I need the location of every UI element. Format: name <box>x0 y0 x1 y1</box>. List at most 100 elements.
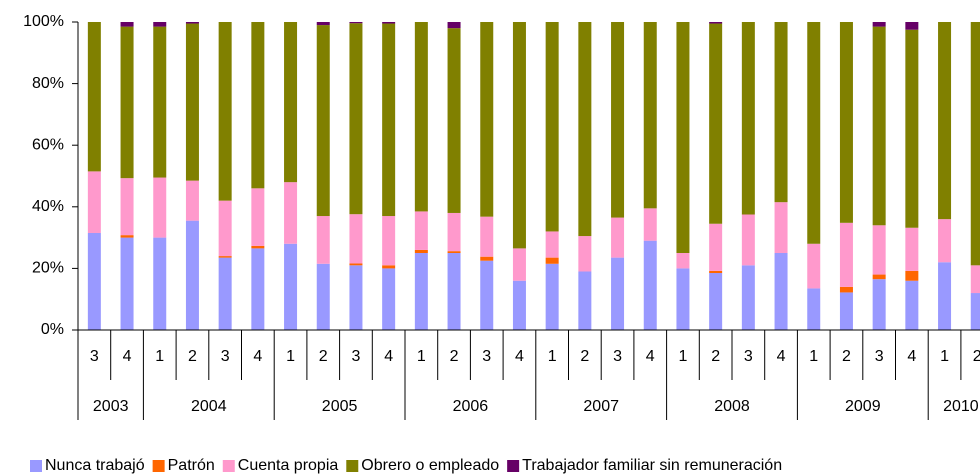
bar-segment <box>153 26 167 178</box>
bar-segment <box>87 171 101 233</box>
x-tick-label: 4 <box>646 348 655 365</box>
group-label: 2003 <box>93 398 129 415</box>
bar-segment <box>316 25 330 217</box>
bar-segment <box>545 22 559 232</box>
legend-swatch <box>30 460 42 472</box>
bar-segment <box>643 22 657 209</box>
bar-segment <box>447 253 461 330</box>
x-tick-label: 2 <box>450 348 459 365</box>
x-tick-label: 4 <box>907 348 916 365</box>
bar-segment <box>807 22 821 244</box>
bar-segment <box>316 263 330 330</box>
bar-segment <box>414 22 428 212</box>
bar-segment <box>872 274 886 280</box>
x-tick-label: 3 <box>90 348 99 365</box>
group-label: 2006 <box>453 398 489 415</box>
x-tick-label: 1 <box>548 348 557 365</box>
bar-segment <box>414 249 428 253</box>
bar-segment <box>480 216 494 257</box>
bar-segment <box>676 22 690 253</box>
bar-segment <box>218 22 232 201</box>
bar-segment <box>120 235 134 238</box>
group-label: 2004 <box>191 398 227 415</box>
bar-segment <box>905 270 919 281</box>
bar-segment <box>938 22 952 220</box>
bar-segment <box>153 177 167 238</box>
bar-segment <box>316 216 330 264</box>
bar-segment <box>709 22 723 24</box>
y-tick-label: 100% <box>23 13 64 30</box>
group-label: 2008 <box>714 398 750 415</box>
bar-segment <box>970 265 980 294</box>
bar-segment <box>185 180 199 221</box>
y-tick-label: 80% <box>32 75 64 92</box>
bar-segment <box>447 212 461 252</box>
bar-segment <box>774 202 788 253</box>
bar-segment <box>480 22 494 217</box>
bar-segment <box>382 22 396 24</box>
bar-segment <box>120 22 134 27</box>
x-tick-label: 1 <box>155 348 164 365</box>
legend-label: Cuenta propia <box>238 457 339 474</box>
bar-segment <box>839 292 853 330</box>
bar-segment <box>709 23 723 224</box>
bar-segment <box>905 29 919 228</box>
bar-segment <box>382 23 396 217</box>
bar-segment <box>643 240 657 330</box>
group-label: 2010 <box>943 398 979 415</box>
bar-segment <box>382 268 396 330</box>
x-tick-label: 3 <box>613 348 622 365</box>
bar-segment <box>153 22 167 27</box>
y-tick-label: 60% <box>32 136 64 153</box>
bar-segment <box>970 22 980 266</box>
bar-segment <box>218 200 232 257</box>
bar-segment <box>284 182 298 244</box>
x-tick-label: 2 <box>319 348 328 365</box>
bar-segment <box>349 23 363 215</box>
x-tick-label: 2 <box>973 348 980 365</box>
bar-segment <box>741 214 755 266</box>
group-label: 2005 <box>322 398 358 415</box>
bar-segment <box>578 271 592 330</box>
x-tick-label: 1 <box>809 348 818 365</box>
bar-segment <box>447 22 461 29</box>
bar-segment <box>611 257 625 330</box>
bar-segment <box>120 26 134 179</box>
x-tick-label: 1 <box>678 348 687 365</box>
x-tick-label: 1 <box>286 348 295 365</box>
bar-segment <box>774 22 788 203</box>
bar-segment <box>709 270 723 274</box>
bar-segment <box>414 253 428 330</box>
legend-swatch <box>222 460 235 472</box>
bar-segment <box>382 216 396 266</box>
x-tick-label: 2 <box>580 348 589 365</box>
bar-segment <box>153 237 167 330</box>
x-tick-label: 3 <box>875 348 884 365</box>
bar-segment <box>839 22 853 223</box>
bar-segment <box>872 22 886 27</box>
bar-segment <box>676 253 690 269</box>
bar-segment <box>774 253 788 330</box>
bar-segment <box>251 188 265 246</box>
bar-segment <box>185 22 199 24</box>
x-tick-label: 4 <box>515 348 524 365</box>
bar-segment <box>512 248 526 281</box>
legend-swatch <box>507 460 520 472</box>
bar-segment <box>349 22 363 24</box>
bar-segment <box>447 251 461 253</box>
bar-segment <box>545 263 559 330</box>
x-tick-label: 4 <box>253 348 262 365</box>
bar-segment <box>741 22 755 215</box>
group-label: 2009 <box>845 398 881 415</box>
x-tick-label: 3 <box>482 348 491 365</box>
bar-segment <box>905 280 919 330</box>
bar-segment <box>611 22 625 218</box>
bar-segment <box>349 214 363 264</box>
bar-segment <box>480 260 494 330</box>
bar-segment <box>611 217 625 258</box>
bar-segment <box>480 256 494 261</box>
bar-segment <box>251 22 265 189</box>
bar-segment <box>120 178 134 236</box>
x-tick-label: 3 <box>221 348 230 365</box>
bar-segment <box>970 293 980 330</box>
